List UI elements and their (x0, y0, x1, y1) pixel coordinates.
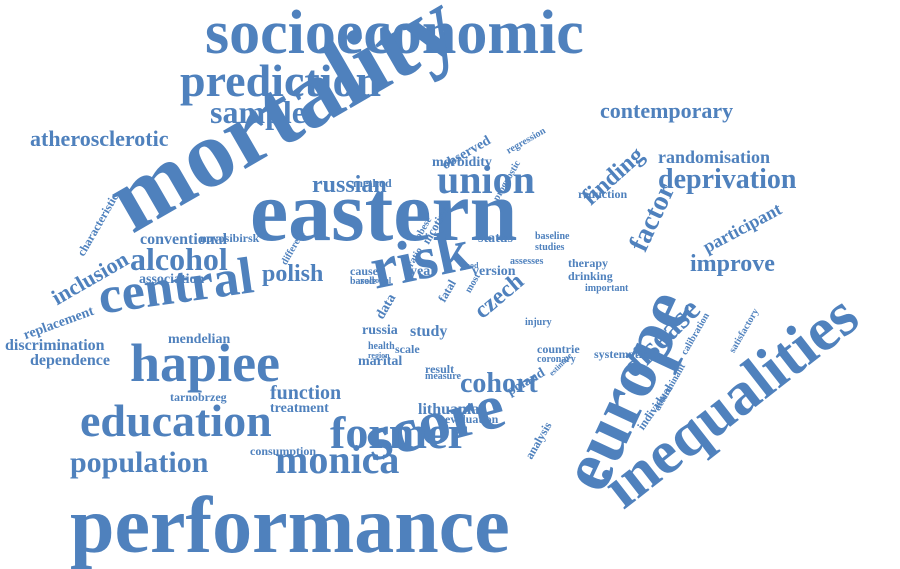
word-therapy: therapy (568, 256, 608, 270)
word-analysis: analysis (522, 419, 555, 462)
word-status: status (478, 231, 514, 246)
word-polish: polish (262, 261, 324, 287)
word-discrimination: discrimination (5, 337, 105, 354)
word-socioeconomic: socioeconomic (205, 0, 584, 67)
word-countrie: countrie (537, 342, 580, 356)
word-consumption: consumption (250, 444, 317, 458)
word-randomisation: randomisation (658, 147, 771, 167)
word-result: result (425, 362, 455, 376)
word-characteristic: characteristic (74, 190, 122, 259)
word-function: function (270, 382, 342, 404)
word-novosibirsk: novosibirsk (200, 231, 260, 245)
word-systematic: systematic (594, 347, 648, 361)
word-scale: scale (395, 342, 420, 356)
word-russia: russia (362, 323, 398, 338)
word-method: method (353, 176, 392, 190)
word-education: education (80, 395, 272, 446)
word-evaluation: evaluation (445, 412, 499, 426)
word-population: population (70, 446, 209, 479)
word-regression: regression (504, 125, 548, 157)
word-contemporary: contemporary (600, 98, 734, 123)
word-health: health (368, 341, 395, 352)
word-role: role (360, 276, 377, 287)
word-baseline: baseline (535, 231, 570, 242)
word-measure: measure (425, 371, 461, 382)
word-eastern: eastern (250, 163, 518, 259)
word-improve: improve (690, 251, 775, 277)
word-lithuania: lithuania (418, 401, 480, 418)
word-region: region (368, 351, 390, 360)
word-cohort: cohort (460, 368, 538, 399)
word-prediction: prediction (180, 55, 382, 106)
word-assesses: assesses (510, 256, 544, 267)
word-morbidity: morbidity (432, 155, 492, 170)
word-former: former (330, 407, 468, 458)
word-important: important (585, 283, 629, 294)
word-coronary: coronary (537, 354, 576, 365)
word-alcohol: alcohol (130, 241, 228, 277)
word-version: version (472, 264, 516, 279)
word-treatment: treatment (270, 401, 329, 416)
word-reduction: reduction (578, 187, 628, 201)
word-injury: injury (525, 317, 552, 328)
word-tarnobrzeg: tarnobrzeg (170, 390, 227, 404)
word-factor: factor (623, 178, 682, 257)
word-russian: russian (312, 172, 387, 198)
word-study: study (410, 323, 448, 340)
word-cause: cause (350, 264, 378, 278)
word-hapiee: hapiee (130, 333, 281, 393)
word-marital: marital (358, 354, 403, 369)
word-sample: sample (210, 94, 306, 130)
word-social: social (372, 276, 392, 285)
word-based: based (350, 276, 375, 287)
word-studies: studies (535, 242, 565, 253)
word-dependence: dependence (30, 352, 110, 369)
word-mendelian: mendelian (168, 332, 231, 347)
word-drinking: drinking (568, 269, 613, 283)
word-monica: monica (275, 437, 400, 482)
word-performance: performance (70, 482, 510, 569)
word-good: good (462, 261, 479, 270)
word-deprivation: deprivation (658, 164, 797, 195)
word-union: union (437, 157, 535, 202)
word-association: association (139, 272, 205, 287)
word-atherosclerotic: atherosclerotic (30, 126, 169, 151)
word-participant: participant (699, 198, 785, 257)
word-year: year (410, 264, 437, 279)
word-conventional: conventional (140, 231, 228, 248)
